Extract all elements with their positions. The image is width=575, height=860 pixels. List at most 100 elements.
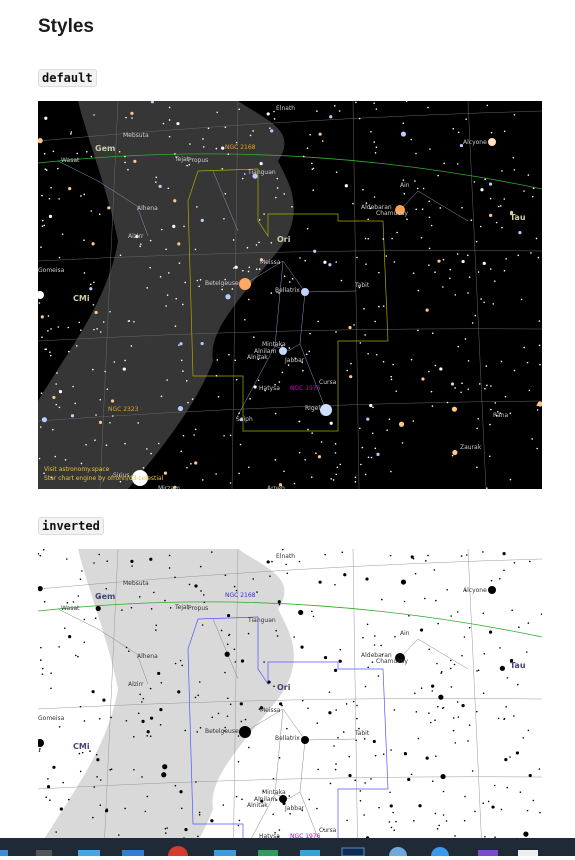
star xyxy=(96,754,98,756)
star xyxy=(155,625,157,627)
star xyxy=(39,555,41,557)
star xyxy=(514,114,516,116)
star xyxy=(309,333,311,335)
star xyxy=(334,105,336,107)
star xyxy=(86,151,88,153)
star xyxy=(402,442,404,444)
star-label: Arneb xyxy=(267,485,285,489)
star xyxy=(480,188,483,191)
star xyxy=(537,409,539,411)
star xyxy=(228,635,230,637)
star xyxy=(373,102,375,104)
star xyxy=(78,322,80,324)
star xyxy=(378,272,380,274)
star xyxy=(374,196,376,198)
star-label: Tianguan xyxy=(247,617,276,624)
star xyxy=(138,713,140,715)
star xyxy=(124,162,126,164)
star xyxy=(184,828,187,831)
star xyxy=(452,455,454,457)
star xyxy=(502,552,505,555)
star xyxy=(435,365,437,367)
star xyxy=(353,324,355,326)
star xyxy=(274,118,276,120)
star xyxy=(483,262,486,265)
star xyxy=(137,422,139,424)
star xyxy=(267,681,270,684)
star xyxy=(453,128,455,130)
star xyxy=(457,346,459,348)
star xyxy=(404,193,406,195)
star xyxy=(495,402,497,404)
star xyxy=(249,267,251,269)
star xyxy=(392,812,394,814)
star xyxy=(94,439,96,441)
star xyxy=(528,730,530,732)
star xyxy=(538,257,540,259)
star xyxy=(460,391,462,393)
star xyxy=(416,711,418,713)
star xyxy=(238,761,240,763)
star xyxy=(46,169,48,171)
star xyxy=(241,799,243,801)
star xyxy=(335,331,337,333)
star xyxy=(500,666,505,671)
star xyxy=(39,302,41,304)
star xyxy=(383,753,385,755)
star xyxy=(429,217,431,219)
star xyxy=(450,615,452,617)
star xyxy=(131,607,133,609)
star xyxy=(324,656,327,659)
star xyxy=(335,763,337,765)
star xyxy=(383,305,385,307)
star xyxy=(469,724,471,726)
star xyxy=(100,779,102,781)
star xyxy=(498,206,500,208)
star xyxy=(528,622,530,624)
star xyxy=(202,479,204,481)
star xyxy=(504,270,506,272)
star xyxy=(392,364,394,366)
star xyxy=(72,386,74,388)
star xyxy=(91,156,93,158)
star xyxy=(198,286,200,288)
star xyxy=(309,134,311,136)
star xyxy=(111,768,113,770)
star xyxy=(348,756,350,758)
star xyxy=(465,338,467,340)
star xyxy=(92,242,95,245)
star xyxy=(58,646,60,648)
star xyxy=(483,612,485,614)
star xyxy=(240,444,242,446)
star xyxy=(59,407,61,409)
star xyxy=(44,601,46,603)
star xyxy=(505,706,507,708)
star xyxy=(146,287,148,289)
star-label: Tau xyxy=(510,661,526,670)
star xyxy=(489,183,492,186)
star xyxy=(233,267,235,269)
star xyxy=(375,152,377,154)
star-label: Alcyone xyxy=(463,139,487,146)
star xyxy=(489,456,491,458)
star xyxy=(390,555,392,557)
star xyxy=(307,228,309,230)
star xyxy=(321,441,323,443)
star xyxy=(80,771,82,773)
star xyxy=(482,551,484,553)
star xyxy=(248,271,250,273)
star xyxy=(485,365,487,367)
star xyxy=(170,607,172,609)
star xyxy=(131,117,133,119)
star-label: Wasat xyxy=(61,605,80,612)
star xyxy=(504,718,506,720)
star xyxy=(96,606,101,611)
star xyxy=(203,594,205,596)
star xyxy=(452,450,457,455)
star-label: Propus xyxy=(188,157,208,164)
star xyxy=(83,194,85,196)
star xyxy=(353,701,355,703)
star xyxy=(367,578,369,580)
star xyxy=(391,379,393,381)
star xyxy=(50,672,52,674)
